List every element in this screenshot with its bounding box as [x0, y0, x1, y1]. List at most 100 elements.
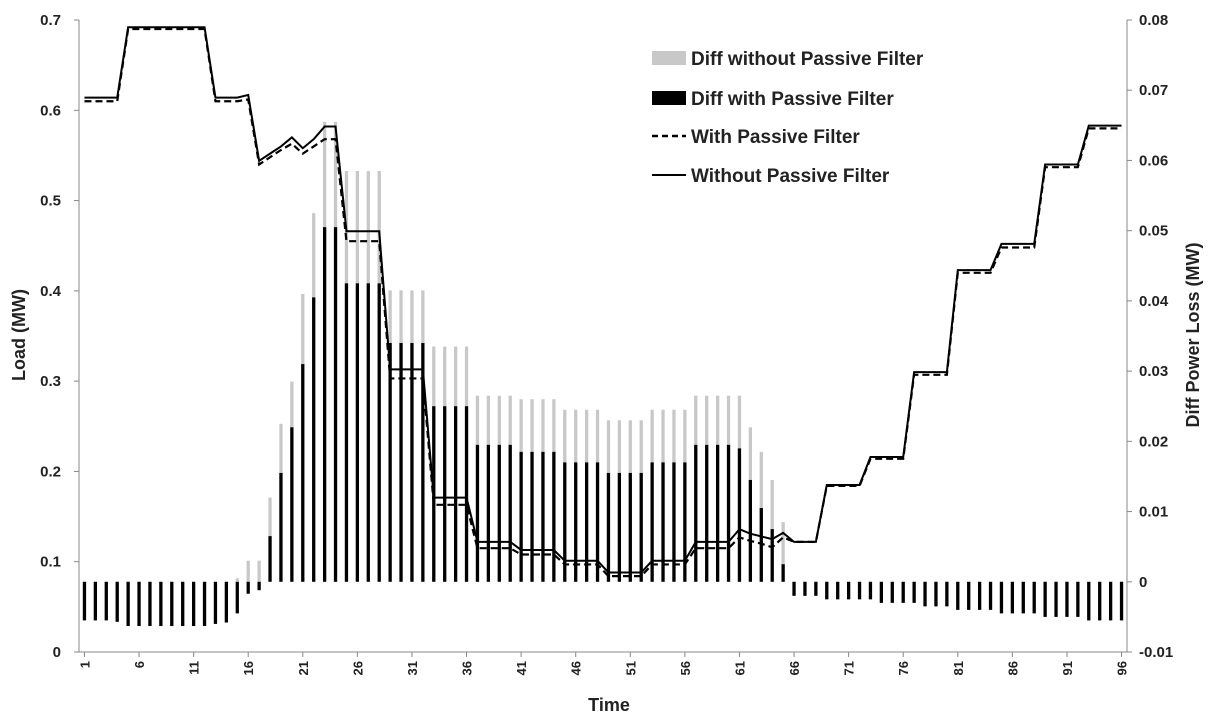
right-tick-label: 0.05 — [1139, 223, 1168, 240]
right-tick-label: 0.07 — [1139, 82, 1168, 99]
bar-diff-with-filter — [453, 406, 458, 582]
bar-diff-with-filter — [879, 581, 884, 603]
bar-diff-with-filter — [792, 581, 796, 596]
bar-diff-with-filter — [759, 508, 763, 582]
bar-diff-with-filter — [530, 451, 534, 582]
bar-diff-with-filter — [159, 581, 163, 627]
bar-diff-with-filter — [355, 283, 360, 582]
bar-diff-with-filter — [148, 581, 152, 627]
bar-diff-with-filter — [781, 564, 785, 582]
x-tick-label: 6 — [132, 661, 147, 668]
bar-diff-with-filter — [584, 462, 589, 582]
right-tick-label: 0.04 — [1139, 293, 1169, 310]
bar-diff-with-filter — [290, 427, 294, 582]
bar-diff-without-filter — [781, 522, 785, 582]
bar-diff-with-filter — [988, 581, 993, 610]
bar-diff-with-filter — [486, 444, 491, 582]
bar-diff-with-filter — [715, 444, 720, 582]
x-tick-label: 56 — [678, 661, 693, 675]
left-tick-label: 0.5 — [40, 193, 61, 210]
legend: Diff without Passive Filter Diff with Pa… — [652, 49, 924, 187]
bar-diff-with-filter — [82, 581, 87, 621]
bar-diff-with-filter — [322, 227, 327, 582]
right-tick-label: 0.08 — [1139, 12, 1168, 29]
bar-diff-with-filter — [967, 581, 971, 610]
x-tick-label: 41 — [514, 661, 529, 675]
left-tick-label: 0 — [53, 644, 61, 661]
bar-diff-with-filter — [1087, 581, 1091, 621]
bar-diff-with-filter — [694, 444, 698, 582]
bar-diff-with-filter — [574, 462, 578, 582]
bar-diff-with-filter — [934, 581, 938, 607]
bar-diff-with-filter — [705, 444, 709, 582]
bar-diff-with-filter — [650, 462, 654, 582]
legend-label-diff-with-filter: Diff with Passive Filter — [691, 89, 894, 110]
bar-diff-with-filter — [595, 462, 600, 582]
bar-diff-with-filter — [475, 444, 480, 582]
bar-diff-with-filter — [181, 581, 185, 627]
bar-diff-with-filter — [1043, 581, 1047, 617]
bar-diff-with-filter — [1119, 581, 1124, 621]
line-without-filter — [84, 26, 1122, 574]
x-tick-label: 26 — [350, 661, 365, 675]
bar-diff-with-filter — [672, 462, 676, 582]
bar-diff-with-filter — [235, 581, 239, 614]
x-tick-label: 36 — [460, 661, 475, 675]
bar-diff-with-filter — [1076, 581, 1080, 617]
left-tick-label: 0.1 — [40, 554, 61, 571]
diff-without-filter-bars — [82, 121, 1124, 627]
bar-diff-with-filter — [246, 581, 250, 594]
left-tick-label: 0.7 — [40, 12, 61, 29]
bar-diff-with-filter — [1054, 581, 1058, 617]
bar-diff-with-filter — [737, 448, 742, 582]
bar-diff-with-filter — [224, 581, 229, 623]
right-tick-label: 0 — [1139, 574, 1147, 591]
bar-diff-with-filter — [279, 472, 283, 582]
bar-diff-with-filter — [1021, 581, 1025, 614]
bar-diff-with-filter — [912, 581, 916, 603]
left-tick-label: 0.6 — [40, 102, 61, 119]
x-tick-label: 46 — [569, 661, 584, 675]
legend-label-diff-without-filter: Diff without Passive Filter — [691, 49, 924, 70]
bar-diff-with-filter — [301, 364, 305, 582]
bar-diff-with-filter — [901, 581, 905, 603]
bar-diff-with-filter — [508, 444, 512, 582]
x-tick-label: 76 — [896, 661, 911, 675]
x-tick-label: 31 — [405, 661, 420, 675]
bar-diff-with-filter — [825, 581, 829, 600]
bar-diff-with-filter — [977, 581, 982, 610]
x-tick-label: 1 — [77, 661, 92, 668]
bar-diff-with-filter — [541, 451, 545, 582]
left-tick-label: 0.2 — [40, 463, 61, 480]
bar-diff-with-filter — [421, 343, 425, 582]
bar-diff-with-filter — [617, 472, 622, 582]
bar-diff-with-filter — [683, 462, 687, 582]
right-tick-label: 0.06 — [1139, 152, 1168, 169]
bar-diff-with-filter — [748, 479, 753, 582]
bar-diff-without-filter — [246, 560, 250, 582]
bar-diff-with-filter — [639, 472, 643, 582]
bar-diff-without-filter — [235, 578, 239, 582]
x-tick-label: 16 — [241, 661, 256, 675]
bar-diff-with-filter — [923, 581, 927, 607]
bar-diff-with-filter — [606, 472, 611, 582]
chart-axes — [78, 20, 1128, 653]
bar-diff-with-filter — [945, 581, 949, 607]
right-tick-label: -0.01 — [1139, 644, 1173, 661]
right-tick-label: 0.01 — [1139, 504, 1168, 521]
x-axis-ticks: 1 6 11 16 21 26 31 36 41 46 51 56 61 66 71 76 81 86 91 96 — [77, 652, 1130, 675]
bar-diff-with-filter — [344, 283, 349, 582]
left-axis-title: Load (MW) — [9, 289, 29, 381]
x-axis-title: Time — [588, 695, 630, 713]
bar-diff-with-filter — [377, 283, 381, 582]
diff-with-filter-bars — [82, 227, 1124, 627]
bar-diff-with-filter — [333, 227, 338, 582]
bar-diff-with-filter — [497, 444, 501, 582]
bar-diff-with-filter — [312, 297, 316, 582]
bar-diff-with-filter — [126, 581, 130, 627]
legend-swatch-diff-without-filter — [652, 51, 686, 65]
right-tick-label: 0.02 — [1139, 433, 1168, 450]
bar-diff-with-filter — [464, 406, 469, 582]
x-tick-label: 51 — [623, 661, 638, 675]
